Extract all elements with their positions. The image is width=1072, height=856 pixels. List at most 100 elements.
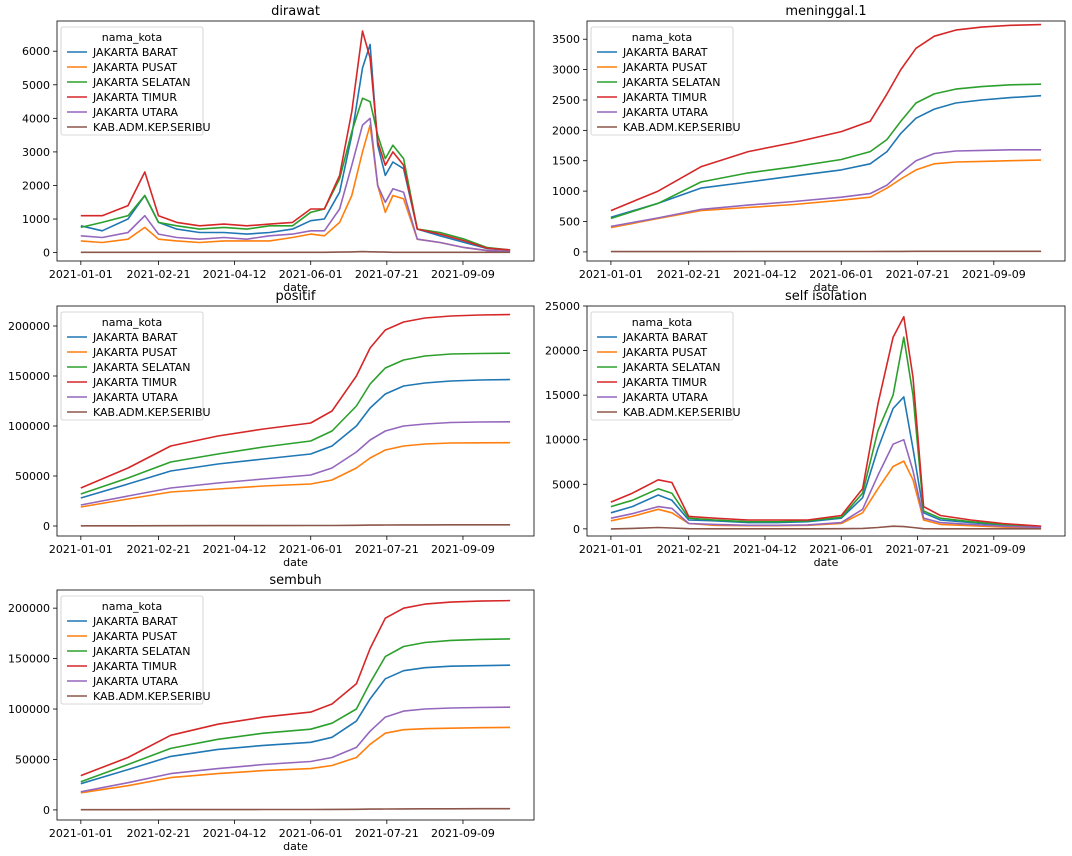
y-tick-label: 100000 xyxy=(8,703,50,716)
y-tick-label: 4000 xyxy=(22,112,50,125)
x-axis-label: date xyxy=(283,556,308,569)
legend-entry: JAKARTA TIMUR xyxy=(92,660,177,673)
x-axis-label: date xyxy=(283,840,308,853)
x-tick-label: 2021-01-01 xyxy=(579,268,643,281)
legend-entry: KAB.ADM.KEP.SERIBU xyxy=(623,406,741,419)
series-line-4 xyxy=(80,706,511,793)
y-tick-label: 1000 xyxy=(552,185,580,198)
y-tick-label: 25000 xyxy=(545,300,580,313)
x-tick-label: 2021-06-01 xyxy=(279,543,343,556)
legend-entry: KAB.ADM.KEP.SERIBU xyxy=(93,406,211,419)
series-line-4 xyxy=(80,117,511,253)
legend-entry: JAKARTA SELATAN xyxy=(92,645,190,658)
x-tick-label: 2021-01-01 xyxy=(579,543,643,556)
legend-entry: JAKARTA SELATAN xyxy=(92,361,190,374)
legend: nama_kota JAKARTA BARAT JAKARTA PUSAT JAKAR… xyxy=(60,26,211,136)
legend-entry: JAKARTA SELATAN xyxy=(622,76,720,89)
legend-entry: JAKARTA TIMUR xyxy=(622,91,707,104)
series-line-4 xyxy=(610,149,1042,228)
subplot-title: meninggal.1 xyxy=(785,4,866,19)
legend-entry: KAB.ADM.KEP.SERIBU xyxy=(623,121,741,134)
legend-entry: JAKARTA SELATAN xyxy=(92,76,190,89)
x-tick-label: 2021-01-01 xyxy=(49,268,113,281)
x-tick-label: 2021-09-09 xyxy=(431,268,495,281)
legend-entry: JAKARTA BARAT xyxy=(622,331,708,344)
series-line-3 xyxy=(610,23,1042,212)
y-tick-label: 150000 xyxy=(8,370,50,383)
subplot-3: self isolation 0 5000 10000 15000 20000 25000 2… xyxy=(545,289,1066,569)
x-tick-label: 2021-02-21 xyxy=(127,268,191,281)
legend-entry: KAB.ADM.KEP.SERIBU xyxy=(93,690,211,703)
legend-box xyxy=(60,26,204,136)
y-tick-label: 20000 xyxy=(545,345,580,358)
subplot-0: dirawat 0 1000 2000 3000 4000 5000 6000 2021-01-… xyxy=(22,4,535,294)
legend-entry: JAKARTA TIMUR xyxy=(92,91,177,104)
y-tick-label: 5000 xyxy=(552,478,580,491)
legend-entry: JAKARTA TIMUR xyxy=(622,376,707,389)
legend-box xyxy=(60,311,204,421)
x-tick-label: 2021-09-09 xyxy=(431,543,495,556)
legend-title: nama_kota xyxy=(102,600,162,613)
x-axis-label: date xyxy=(814,281,839,294)
series-line-5 xyxy=(610,525,1042,530)
legend: nama_kota JAKARTA BARAT JAKARTA PUSAT JAKAR… xyxy=(60,311,211,421)
legend-box xyxy=(590,26,734,136)
y-tick-label: 10000 xyxy=(545,434,580,447)
axes-frame xyxy=(586,20,1066,262)
legend-box xyxy=(590,311,734,421)
x-tick-label: 2021-09-09 xyxy=(962,543,1026,556)
subplot-title: self isolation xyxy=(785,289,867,304)
legend-entry: JAKARTA BARAT xyxy=(622,46,708,59)
axes-frame xyxy=(56,20,535,262)
x-tick-label: 2021-06-01 xyxy=(809,268,873,281)
y-tick-label: 50000 xyxy=(15,470,50,483)
legend-title: nama_kota xyxy=(102,316,162,329)
legend-title: nama_kota xyxy=(632,31,692,44)
y-tick-label: 3500 xyxy=(552,33,580,46)
x-tick-label: 2021-04-12 xyxy=(203,827,267,840)
legend-entry: KAB.ADM.KEP.SERIBU xyxy=(93,121,211,134)
subplot-1: meninggal.1 0 500 1000 1500 2000 2500 3000 3500 2… xyxy=(552,4,1066,294)
y-tick-label: 50000 xyxy=(15,753,50,766)
series-line-0 xyxy=(80,378,511,499)
legend: nama_kota JAKARTA BARAT JAKARTA PUSAT JAKAR… xyxy=(590,26,741,136)
y-tick-label: 200000 xyxy=(8,602,50,615)
x-axis-label: date xyxy=(283,281,308,294)
legend-entry: JAKARTA UTARA xyxy=(622,391,708,404)
legend-title: nama_kota xyxy=(632,316,692,329)
y-tick-label: 1000 xyxy=(22,213,50,226)
x-axis-label: date xyxy=(814,556,839,569)
legend-entry: JAKARTA PUSAT xyxy=(92,346,177,359)
x-tick-label: 2021-04-12 xyxy=(203,268,267,281)
y-tick-label: 500 xyxy=(559,216,580,229)
y-tick-label: 0 xyxy=(43,247,50,260)
series-line-2 xyxy=(80,352,511,495)
x-tick-label: 2021-02-21 xyxy=(127,827,191,840)
legend-title: nama_kota xyxy=(102,31,162,44)
series-line-5 xyxy=(80,523,511,527)
x-tick-label: 2021-02-21 xyxy=(127,543,191,556)
x-tick-label: 2021-07-21 xyxy=(886,268,950,281)
y-tick-label: 5000 xyxy=(22,79,50,92)
series-line-3 xyxy=(80,599,511,777)
series-line-2 xyxy=(610,336,1042,528)
legend-entry: JAKARTA UTARA xyxy=(92,106,178,119)
legend-entry: JAKARTA PUSAT xyxy=(92,61,177,74)
legend-entry: JAKARTA BARAT xyxy=(92,615,178,628)
legend-entry: JAKARTA UTARA xyxy=(622,106,708,119)
y-tick-label: 0 xyxy=(573,246,580,259)
legend-entry: JAKARTA PUSAT xyxy=(622,346,707,359)
x-tick-label: 2021-04-12 xyxy=(733,268,797,281)
x-tick-label: 2021-02-21 xyxy=(657,543,721,556)
y-tick-label: 0 xyxy=(43,804,50,817)
legend-entry: JAKARTA PUSAT xyxy=(92,630,177,643)
axes-frame xyxy=(56,589,535,821)
subplot-title: sembuh xyxy=(269,573,321,588)
subplot-title: dirawat xyxy=(271,4,320,19)
series-line-3 xyxy=(80,30,511,251)
x-tick-label: 2021-01-01 xyxy=(49,827,113,840)
series-line-1 xyxy=(610,159,1042,229)
y-tick-label: 15000 xyxy=(545,389,580,402)
legend-entry: JAKARTA UTARA xyxy=(92,391,178,404)
